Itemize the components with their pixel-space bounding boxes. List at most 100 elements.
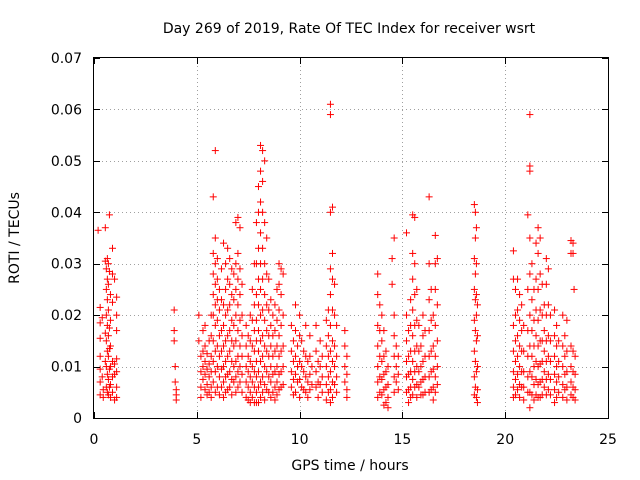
data-point (106, 316, 114, 324)
data-point (546, 357, 554, 365)
data-point (526, 404, 534, 412)
data-point (232, 260, 240, 268)
data-point (333, 388, 341, 396)
data-point (433, 301, 441, 309)
data-point (324, 373, 332, 381)
data-point (471, 296, 479, 304)
data-point (403, 357, 411, 365)
data-point (534, 342, 542, 350)
data-point (569, 239, 577, 247)
data-point (374, 393, 382, 401)
data-point (211, 234, 219, 242)
data-point (511, 285, 519, 293)
data-point (113, 355, 121, 363)
data-point (526, 270, 534, 278)
grid (94, 58, 608, 418)
data-point (331, 311, 339, 319)
x-tick-label: 20 (496, 432, 514, 448)
data-point (242, 363, 250, 371)
data-point (378, 357, 386, 365)
data-point (546, 337, 554, 345)
data-point (322, 381, 330, 389)
data-point (232, 337, 240, 345)
data-point (234, 301, 242, 309)
data-point (261, 316, 269, 324)
data-point (326, 208, 334, 216)
data-point (254, 327, 262, 335)
data-point (257, 311, 265, 319)
data-point (211, 301, 219, 309)
data-point (203, 350, 211, 358)
data-point (551, 306, 559, 314)
data-point (224, 332, 232, 340)
data-point (248, 363, 256, 371)
data-point (567, 342, 575, 350)
data-point (472, 337, 480, 345)
data-point (390, 332, 398, 340)
data-point (511, 375, 519, 383)
y-tick-label: 0.03 (51, 257, 82, 273)
data-point (248, 378, 256, 386)
y-axis-label: ROTI / TECUs (7, 192, 23, 284)
data-point (471, 327, 479, 335)
data-point (551, 332, 559, 340)
data-point (551, 370, 559, 378)
data-point (244, 352, 252, 360)
data-point (291, 327, 299, 335)
data-point (520, 383, 528, 391)
data-point (296, 332, 304, 340)
data-point (248, 285, 256, 293)
data-point (546, 375, 554, 383)
data-point (236, 363, 244, 371)
data-point (207, 332, 215, 340)
data-point (328, 203, 336, 211)
data-point (427, 316, 435, 324)
data-point (563, 368, 571, 376)
data-point (514, 275, 522, 283)
data-point (211, 147, 219, 155)
data-point (296, 375, 304, 383)
data-point (419, 332, 427, 340)
data-point (104, 332, 112, 340)
data-point (197, 393, 205, 401)
data-point (413, 393, 421, 401)
data-point (316, 381, 324, 389)
data-point (328, 306, 336, 314)
data-point (220, 342, 228, 350)
data-point (388, 280, 396, 288)
data-point (111, 275, 119, 283)
data-point (326, 111, 334, 119)
data-point (224, 352, 232, 360)
data-point (559, 393, 567, 401)
data-point (308, 381, 316, 389)
data-point (261, 219, 269, 227)
data-point (267, 342, 275, 350)
data-point (246, 337, 254, 345)
data-point (553, 321, 561, 329)
data-point (551, 386, 559, 394)
data-point (328, 275, 336, 283)
data-point (259, 244, 267, 252)
data-point (257, 378, 265, 386)
data-point (516, 291, 524, 299)
data-point (520, 368, 528, 376)
data-point (101, 357, 109, 365)
data-point (207, 383, 215, 391)
data-point (238, 388, 246, 396)
data-point (207, 352, 215, 360)
plot-frame (93, 57, 609, 419)
data-point (378, 375, 386, 383)
data-point (224, 275, 232, 283)
data-point (220, 363, 228, 371)
data-point (236, 378, 244, 386)
data-point (405, 352, 413, 360)
data-point (170, 327, 178, 335)
data-point (431, 352, 439, 360)
data-point (244, 368, 252, 376)
data-point (261, 291, 269, 299)
data-point (407, 296, 415, 304)
data-point (228, 316, 236, 324)
data-point (526, 368, 534, 376)
data-point (259, 373, 267, 381)
data-point (232, 311, 240, 319)
